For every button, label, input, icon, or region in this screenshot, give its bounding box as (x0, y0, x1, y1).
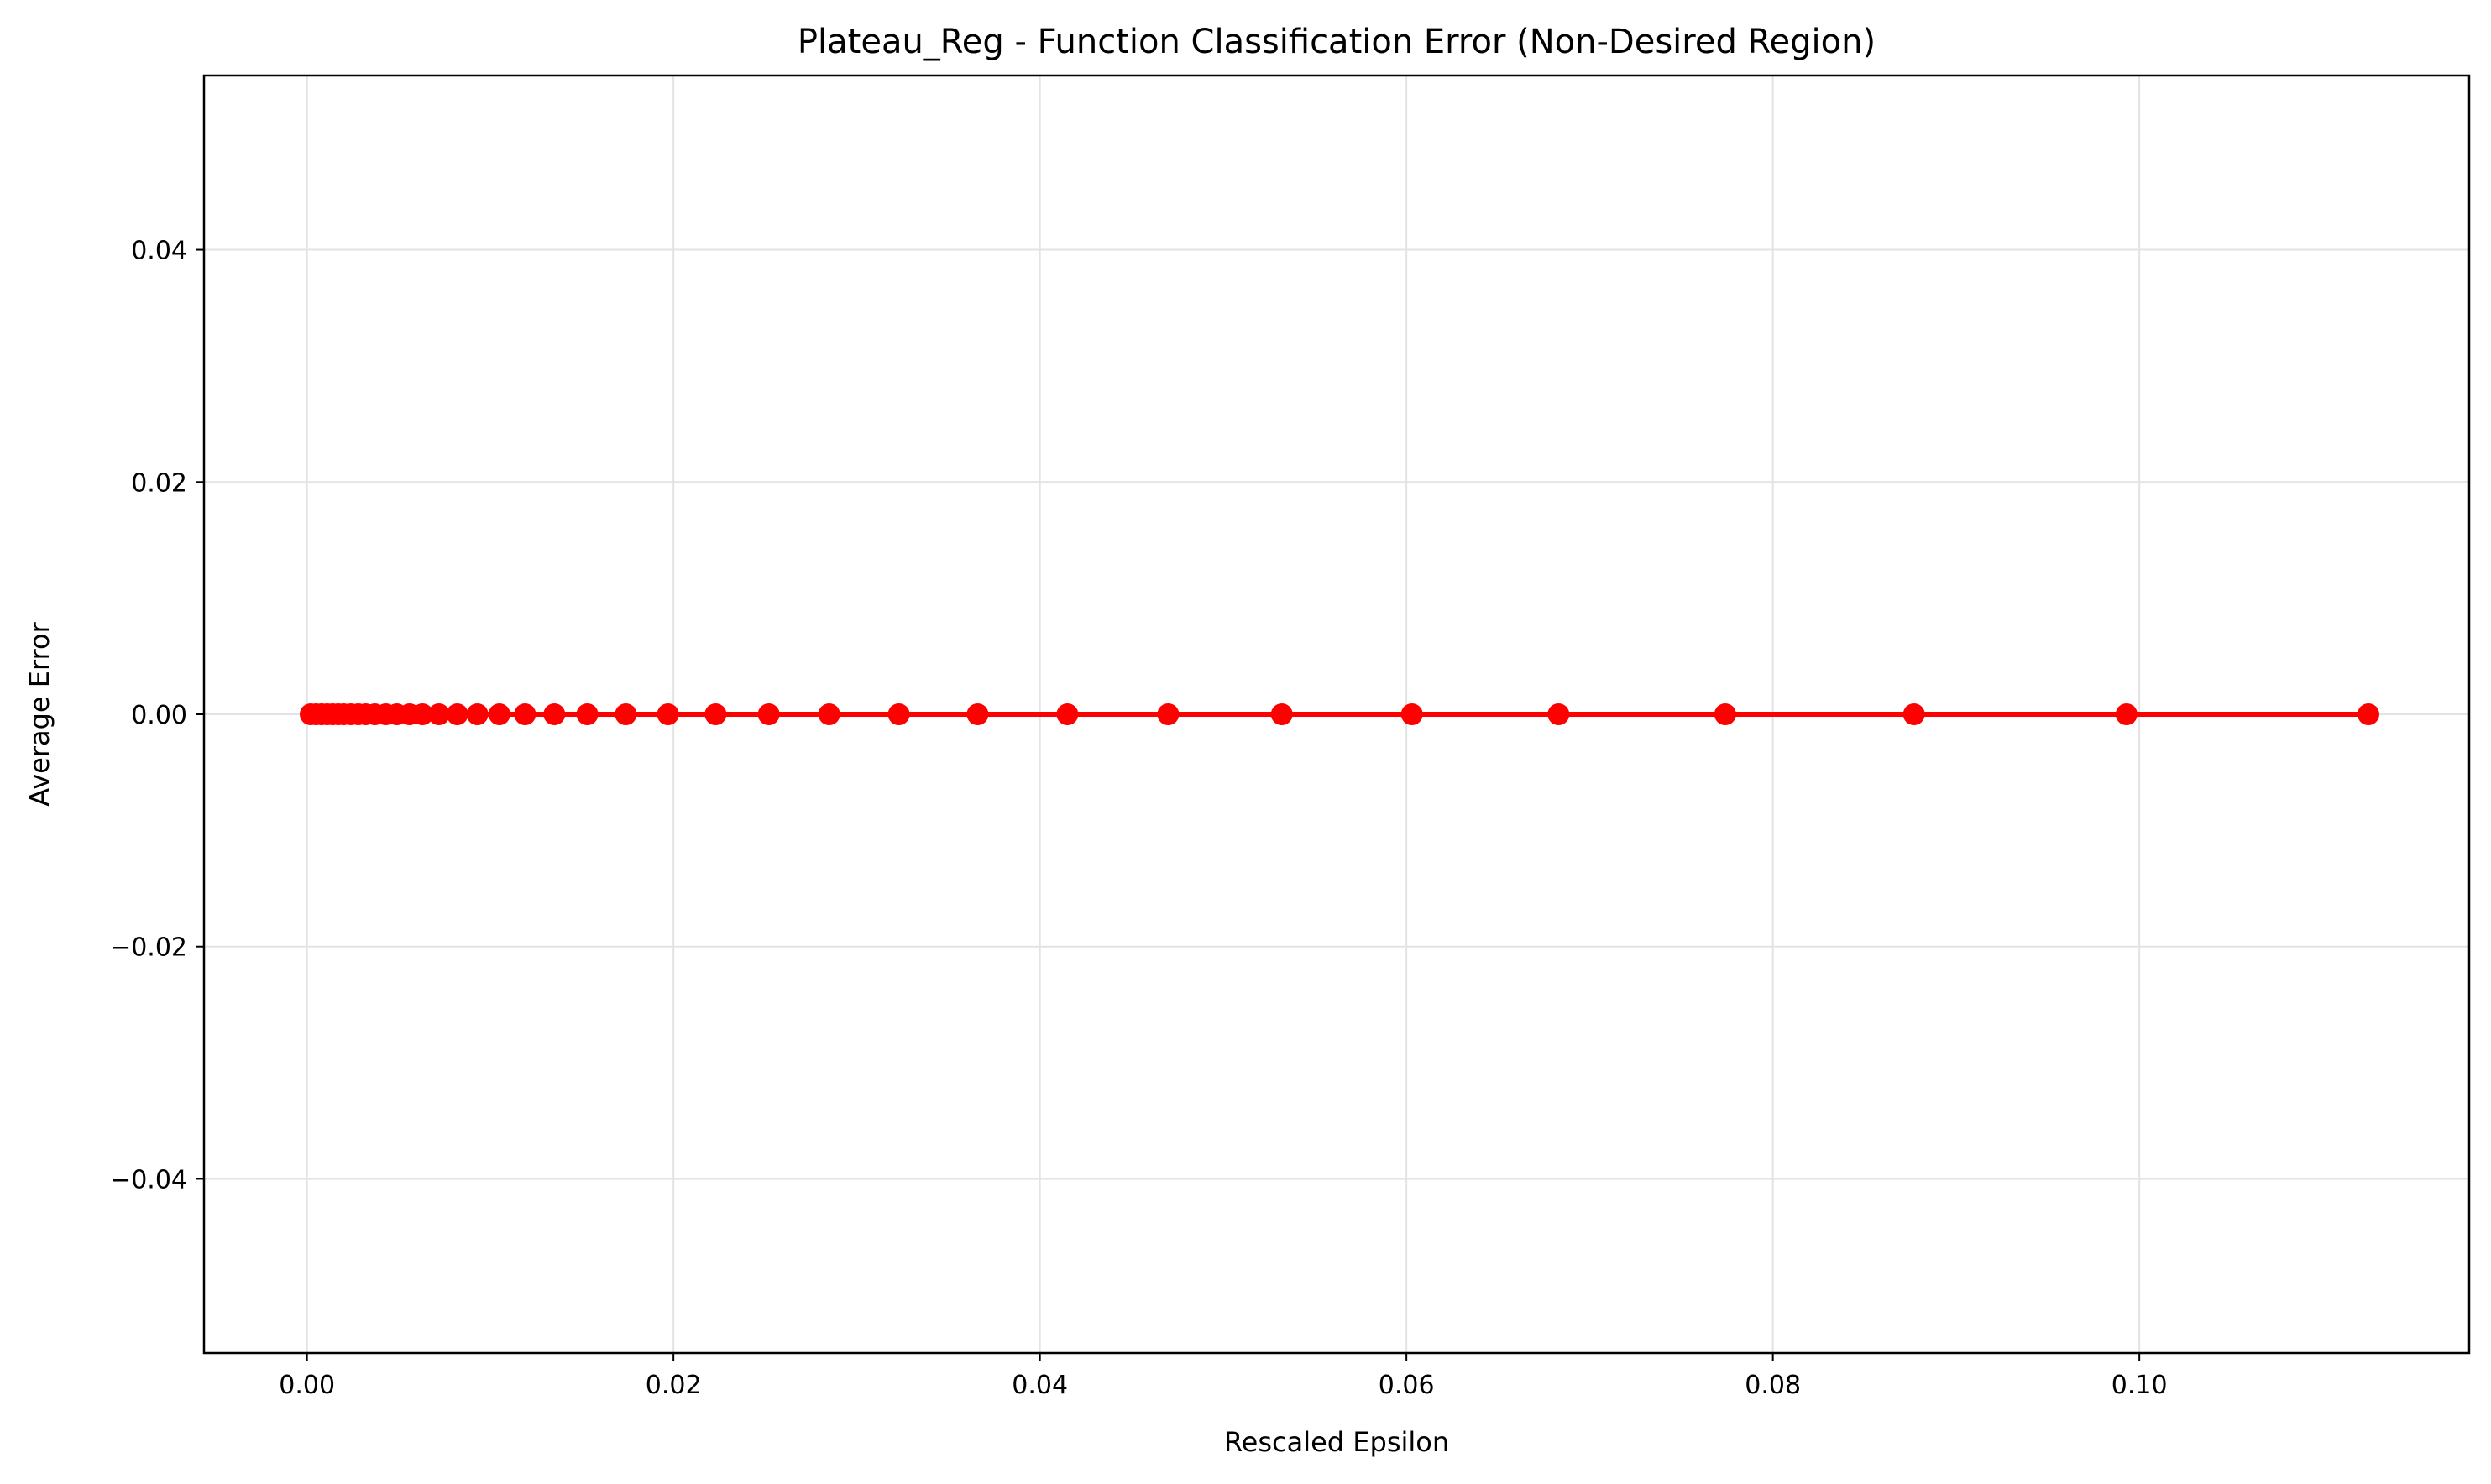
data-point (818, 703, 840, 725)
y-tick-label: 0.02 (131, 468, 187, 498)
data-point (757, 703, 780, 725)
data-point (2357, 703, 2379, 725)
y-tick-label: 0.00 (131, 701, 187, 730)
data-point (1157, 703, 1180, 725)
x-tick-label: 0.00 (279, 1371, 335, 1400)
y-tick-label: −0.04 (110, 1165, 187, 1194)
data-point (1056, 703, 1079, 725)
data-point (887, 703, 910, 725)
data-point (615, 703, 637, 725)
data-point (576, 703, 599, 725)
data-point (966, 703, 989, 725)
data-point (488, 703, 510, 725)
x-axis: 0.00 0.02 0.04 0.06 0.08 0.10 (279, 1353, 2168, 1400)
x-tick-label: 0.08 (1745, 1371, 1801, 1400)
chart-title: Plateau_Reg - Function Classification Er… (798, 23, 1876, 61)
y-tick-label: 0.04 (131, 237, 187, 266)
data-point (411, 703, 434, 725)
series-layer (300, 703, 2379, 725)
x-tick-label: 0.02 (646, 1371, 702, 1400)
y-axis-label: Average Error (24, 621, 55, 806)
data-point (704, 703, 727, 725)
x-tick-label: 0.04 (1012, 1371, 1068, 1400)
data-point (1270, 703, 1293, 725)
data-point (2115, 703, 2138, 725)
data-point (446, 703, 468, 725)
data-point (543, 703, 566, 725)
y-tick-label: −0.02 (110, 933, 187, 963)
x-axis-label: Rescaled Epsilon (1224, 1426, 1449, 1458)
data-point (1902, 703, 1925, 725)
data-point (427, 703, 450, 725)
y-axis: 0.04 0.02 0.00 −0.02 −0.04 (110, 237, 204, 1194)
data-point (466, 703, 489, 725)
data-point (657, 703, 679, 725)
data-point (1400, 703, 1423, 725)
x-tick-label: 0.10 (2112, 1371, 2168, 1400)
data-point (1714, 703, 1736, 725)
data-point (1547, 703, 1570, 725)
data-point (514, 703, 536, 725)
x-tick-label: 0.06 (1379, 1371, 1435, 1400)
